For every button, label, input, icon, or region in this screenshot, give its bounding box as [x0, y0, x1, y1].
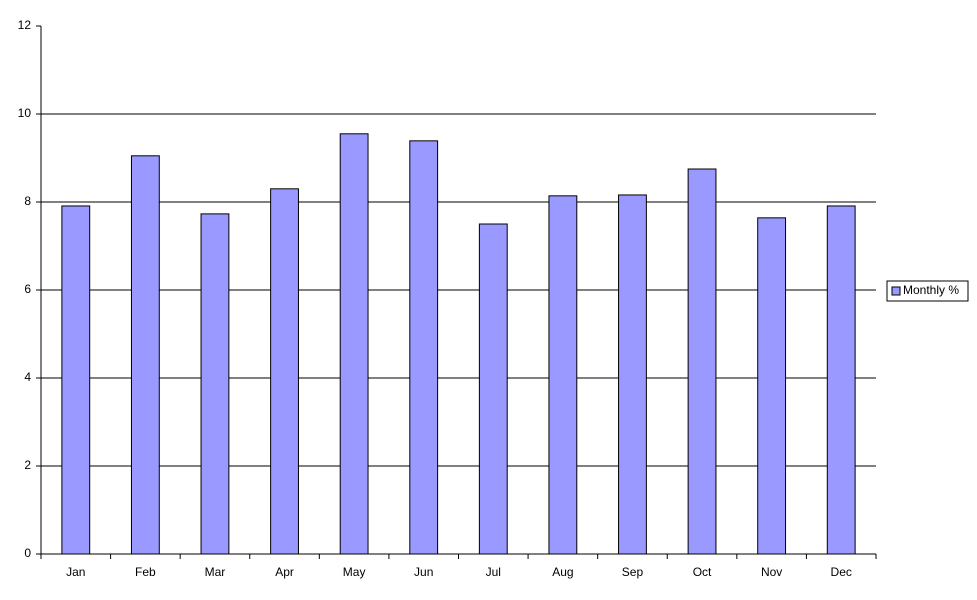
- x-tick-label: Aug: [552, 565, 573, 579]
- bar: [826, 205, 856, 555]
- bar: [687, 168, 717, 555]
- y-tick-label: 2: [24, 458, 31, 472]
- y-tick-label: 10: [18, 106, 32, 120]
- legend-box: [886, 280, 969, 302]
- bar: [339, 133, 369, 555]
- bar: [270, 188, 299, 555]
- bar: [478, 223, 508, 555]
- x-tick-label: Sep: [622, 565, 644, 579]
- y-tick-label: 0: [24, 546, 31, 560]
- bar: [61, 205, 91, 555]
- bar: [409, 140, 439, 555]
- x-tick-label: Feb: [135, 565, 156, 579]
- bar: [130, 155, 160, 555]
- bar: [618, 194, 647, 555]
- x-tick-label: Nov: [761, 565, 782, 579]
- bar: [200, 213, 230, 555]
- x-tick-label: Jun: [414, 565, 433, 579]
- x-tick-label: Dec: [831, 565, 852, 579]
- legend-swatch: [891, 286, 901, 296]
- x-tick-label: Oct: [693, 565, 712, 579]
- y-tick-label: 8: [24, 194, 31, 208]
- x-tick-label: May: [343, 565, 366, 579]
- y-tick-label: 6: [24, 282, 31, 296]
- x-tick-label: Apr: [275, 565, 294, 579]
- legend-label: Monthly %: [903, 283, 959, 297]
- y-tick-label: 12: [18, 18, 32, 32]
- y-tick-label: 4: [24, 370, 31, 384]
- x-tick-label: Jul: [486, 565, 501, 579]
- bar: [548, 195, 578, 555]
- x-tick-label: Jan: [66, 565, 85, 579]
- x-tick-label: Mar: [205, 565, 226, 579]
- bar: [757, 217, 787, 555]
